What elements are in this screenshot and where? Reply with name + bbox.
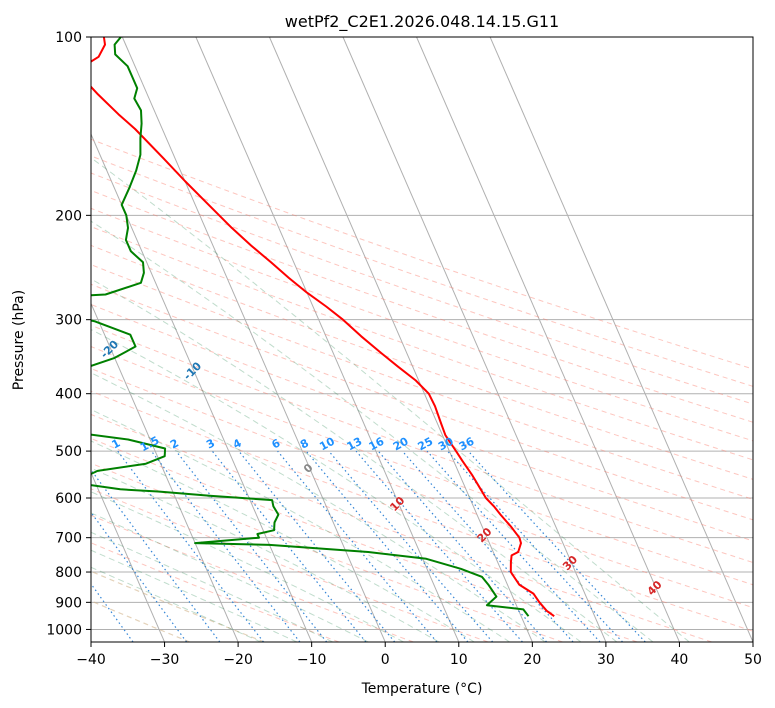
x-tick-label: −20: [223, 652, 253, 668]
y-axis: 100 200 300 400 500 600 700 800 900 1000: [46, 30, 91, 638]
mixing-ratio-line: [305, 450, 469, 642]
isotherm-line: [268, 37, 533, 642]
plot-frame: [90, 36, 754, 643]
mixing-ratio-line: [175, 450, 328, 642]
moist-adiabat-line: [91, 566, 262, 642]
mixing-ratio-line: [150, 450, 301, 642]
y-tick-label: 900: [55, 595, 82, 611]
x-axis-label: Temperature (°C): [361, 681, 483, 697]
isotherm-line: [489, 37, 753, 642]
moist-adiabat-line: [91, 409, 510, 642]
chart-title: wetPf2_C2E1.2026.048.14.15.G11: [285, 12, 559, 32]
mixing-ratio-label: 20: [391, 435, 411, 454]
series-layer: [91, 37, 555, 618]
y-tick-label: 200: [55, 208, 82, 224]
x-tick-label: 30: [597, 652, 615, 668]
moist-adiabat-line: [91, 372, 546, 642]
moist-adiabat-line: [91, 157, 690, 642]
isotherm-line: [195, 37, 460, 642]
dry-adiabat-line: [91, 390, 753, 632]
y-tick-label: 800: [55, 565, 82, 581]
dry-adiabat-line: [91, 514, 414, 642]
mixing-ratio-label: 25: [416, 435, 436, 454]
mixing-ratio-label: 10: [317, 435, 337, 454]
moist-adiabat-line: [91, 278, 618, 642]
isotherm-line: [91, 132, 313, 642]
dry-adiabat-line: [91, 264, 753, 500]
y-tick-label: 400: [55, 387, 82, 403]
background-lines: [91, 37, 753, 642]
mixing-ratio-label: 30: [436, 435, 456, 454]
mixing-ratio-line: [426, 450, 601, 642]
x-tick-label: −30: [150, 652, 180, 668]
isotherm-line: [91, 302, 239, 642]
mixing-ratio-line: [447, 450, 624, 642]
x-tick-label: −40: [76, 652, 106, 668]
isotherm-line: [121, 37, 386, 642]
y-tick-label: 1000: [46, 622, 82, 638]
mixing-ratio-line: [211, 450, 367, 642]
mixing-ratio-line: [401, 450, 574, 642]
moist-adiabat-line: [91, 467, 440, 642]
mixing-ratio-label: 16: [367, 435, 387, 454]
moist-adiabat-line: [91, 220, 654, 642]
plot-area: 0.10.20.40.611.52346810131620253036-100-…: [91, 37, 753, 642]
x-tick-label: 0: [381, 652, 390, 668]
moist-adiabat-line: [91, 549, 298, 642]
moist-adiabat-line: [91, 328, 582, 642]
temperature-profile-line: [91, 37, 555, 618]
moist-adiabat-line: [91, 491, 404, 642]
dry-adiabat-line: [91, 189, 753, 423]
isotherm-line: [91, 471, 166, 642]
moist-adiabat-line: [91, 440, 475, 642]
x-tick-label: −10: [297, 652, 327, 668]
dry-adiabat-line: [91, 138, 753, 370]
y-tick-label: 700: [55, 531, 82, 547]
x-axis: −40 −30 −20 −10 0 10 20 30 40 50: [76, 642, 762, 668]
isotherm-line: [416, 37, 680, 642]
y-tick-label: 300: [55, 313, 82, 329]
mixing-ratio-line: [467, 450, 646, 642]
mixing-ratio-line: [355, 450, 523, 642]
mixing-ratio-line: [377, 450, 548, 642]
dry-adiabat-line: [91, 462, 563, 642]
dry-adiabat-line: [91, 413, 712, 642]
dry-adiabat-line: [91, 324, 753, 564]
mixing-ratio-label: 36: [457, 435, 477, 454]
mixing-ratio-label: 13: [345, 435, 365, 454]
dry-adiabat-line: [91, 367, 753, 609]
x-tick-label: 20: [523, 652, 541, 668]
dry-adiabat-line: [91, 570, 265, 642]
dry-adiabat-line: [91, 244, 753, 480]
mixing-ratio-line: [328, 450, 494, 642]
y-tick-label: 500: [55, 444, 82, 460]
dewpoint-profile-line: [91, 37, 530, 617]
isotherm-line: [342, 37, 607, 642]
x-tick-label: 40: [671, 652, 689, 668]
mixing-ratio-line: [117, 450, 264, 642]
x-tick-label: 10: [450, 652, 468, 668]
dry-adiabat-line: [91, 155, 753, 387]
moist-adiabat-line: [91, 512, 369, 642]
dry-adiabat-line: [91, 437, 638, 642]
x-tick-label: 50: [744, 652, 762, 668]
y-tick-label: 100: [55, 30, 82, 46]
y-axis-label: Pressure (hPa): [11, 290, 27, 390]
dry-adiabat-line: [91, 346, 753, 586]
y-tick-label: 600: [55, 491, 82, 507]
